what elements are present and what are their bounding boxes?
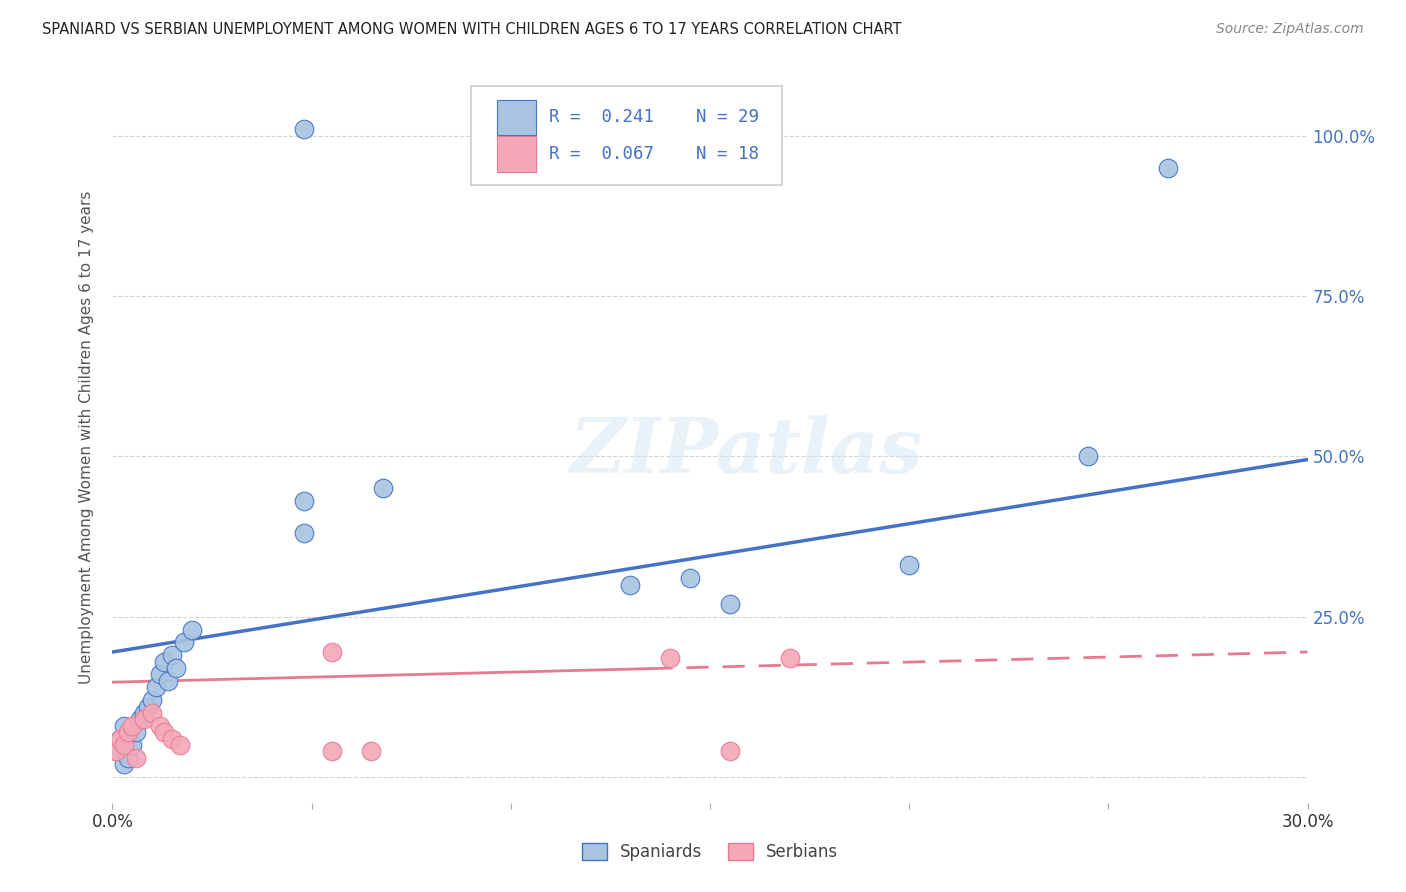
Point — [321, 744, 343, 758]
Point — [619, 577, 641, 591]
Point — [141, 706, 163, 720]
Point — [110, 731, 132, 746]
Point — [898, 558, 921, 573]
Point — [121, 738, 143, 752]
Point — [292, 122, 315, 136]
Point — [162, 648, 183, 663]
Text: R =  0.241    N = 29: R = 0.241 N = 29 — [548, 109, 759, 127]
FancyBboxPatch shape — [498, 100, 536, 135]
Point — [169, 738, 191, 752]
Point — [121, 719, 143, 733]
Point — [292, 526, 315, 541]
Point — [1077, 450, 1099, 464]
Point — [138, 699, 160, 714]
Point — [162, 731, 183, 746]
Point — [149, 719, 172, 733]
Point — [117, 751, 139, 765]
Point — [1157, 161, 1180, 175]
Point — [173, 635, 195, 649]
Point — [718, 744, 741, 758]
Text: Source: ZipAtlas.com: Source: ZipAtlas.com — [1216, 22, 1364, 37]
Point — [129, 712, 152, 726]
Point — [134, 712, 156, 726]
Point — [105, 744, 128, 758]
Point — [134, 706, 156, 720]
Point — [114, 738, 135, 752]
Legend: Spaniards, Serbians: Spaniards, Serbians — [575, 836, 845, 868]
Point — [659, 651, 682, 665]
Text: SPANIARD VS SERBIAN UNEMPLOYMENT AMONG WOMEN WITH CHILDREN AGES 6 TO 17 YEARS CO: SPANIARD VS SERBIAN UNEMPLOYMENT AMONG W… — [42, 22, 901, 37]
Point — [149, 667, 172, 681]
Point — [360, 744, 382, 758]
Point — [718, 597, 741, 611]
Point — [117, 725, 139, 739]
Point — [292, 494, 315, 508]
Point — [779, 651, 801, 665]
Point — [165, 661, 187, 675]
Y-axis label: Unemployment Among Women with Children Ages 6 to 17 years: Unemployment Among Women with Children A… — [79, 190, 94, 684]
Point — [145, 681, 167, 695]
Point — [181, 623, 204, 637]
Text: R =  0.067    N = 18: R = 0.067 N = 18 — [548, 145, 759, 163]
FancyBboxPatch shape — [498, 136, 536, 171]
Point — [105, 744, 128, 758]
Point — [321, 645, 343, 659]
Text: ZIPatlas: ZIPatlas — [569, 415, 922, 489]
Point — [110, 731, 132, 746]
Point — [157, 673, 180, 688]
Point — [153, 725, 176, 739]
Point — [153, 655, 176, 669]
Point — [141, 693, 163, 707]
Point — [114, 757, 135, 772]
Point — [114, 719, 135, 733]
FancyBboxPatch shape — [471, 86, 782, 185]
Point — [373, 482, 395, 496]
Point — [125, 725, 148, 739]
Point — [125, 751, 148, 765]
Point — [679, 571, 702, 585]
